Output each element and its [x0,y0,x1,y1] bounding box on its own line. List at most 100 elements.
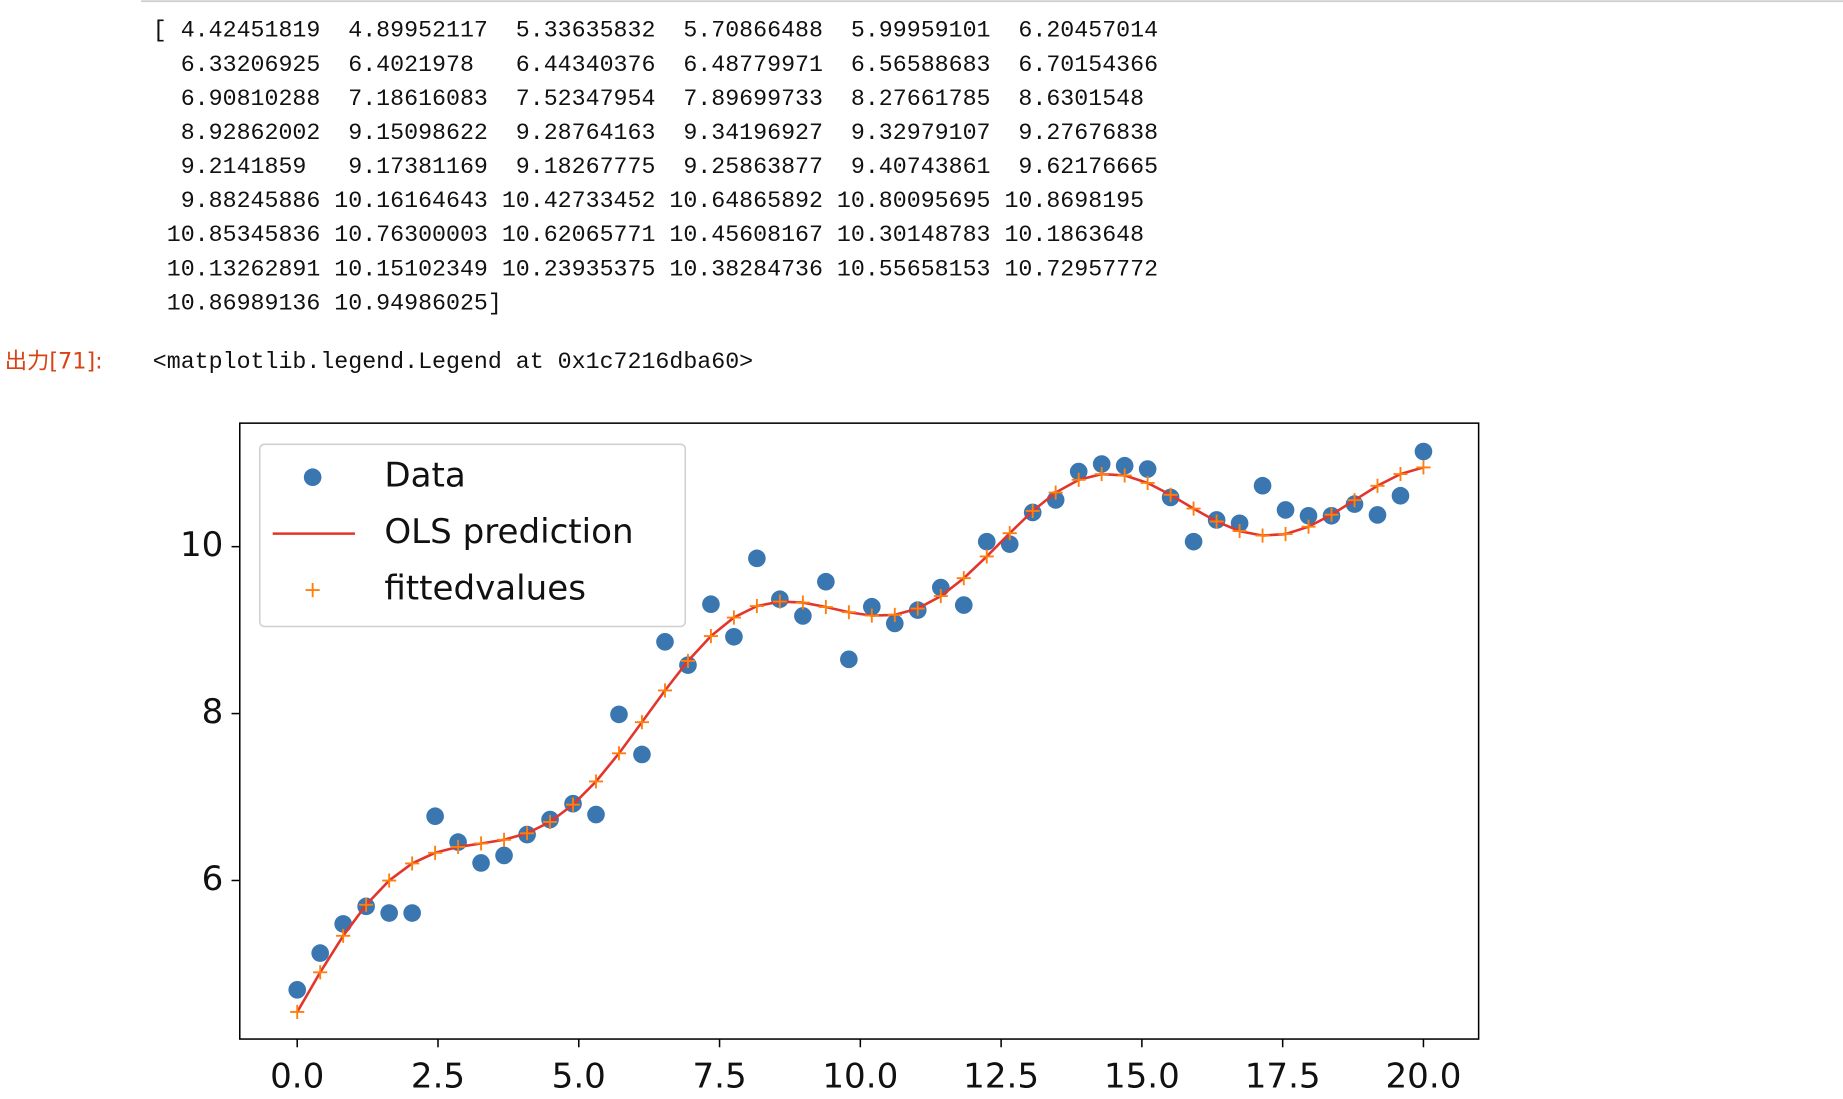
data-point [1115,456,1134,475]
plus-marker [1347,493,1362,508]
plus-marker [1393,467,1408,482]
plus-marker [305,582,320,598]
plus-marker [588,774,604,789]
data-point [1253,476,1272,495]
x-tick-label: 7.5 [692,1056,746,1096]
data-point [426,807,444,826]
plus-marker [1416,460,1431,475]
legend-label: fittedvalues [384,569,586,609]
data-point [495,846,513,865]
data-point [1069,462,1088,481]
plus-marker [474,836,489,851]
plus-marker [795,595,810,610]
plus-marker [428,845,443,860]
array-line: 10.86989136 10.94986025] [153,290,502,316]
plus-marker [496,832,512,847]
plus-marker [634,715,650,730]
plus-marker [520,826,535,841]
y-tick-label: 10 [180,525,223,565]
plus-marker [864,608,879,623]
plus-marker [1140,475,1155,491]
plus-marker [290,1004,305,1020]
plus-marker [1370,478,1385,493]
array-line: 10.85345836 10.76300003 10.62065771 10.4… [153,222,1144,248]
data-point [817,572,835,591]
data-point [403,904,421,922]
data-point [840,650,858,669]
array-line: 8.92862002 9.15098622 9.28764163 9.34196… [153,120,1158,146]
data-point [1092,455,1111,473]
plus-marker [887,607,902,622]
plus-marker [1255,528,1270,543]
x-tick-label: 12.5 [963,1056,1039,1096]
x-tick-label: 20.0 [1386,1056,1462,1096]
array-line: 9.88245886 10.16164643 10.42733452 10.64… [153,188,1144,214]
array-line: 6.90810288 7.18616083 7.52347954 7.89699… [153,86,1144,112]
legend-label: OLS prediction [384,512,633,552]
plus-marker [680,653,696,669]
data-point [1368,506,1387,524]
data-point [380,904,398,922]
plus-marker [313,965,328,980]
data-point [1000,535,1019,553]
x-tick-label: 5.0 [552,1056,606,1096]
chart: 0.0 2.5 5.0 7.5 10.0 12.5 15.0 17.5 20.0 6 8 10 Data… [180,422,1480,1096]
plus-marker [1071,472,1086,487]
array-line: [ 4.42451819 4.89952117 5.33635832 5.708… [153,18,1158,44]
data-point [1276,501,1295,519]
data-point [288,980,307,999]
data-point [656,632,674,651]
plus-marker [1324,507,1339,522]
plus-marker [1278,527,1293,542]
plus-marker [749,599,764,614]
x-tick-label: 0.0 [270,1056,324,1096]
plus-marker [611,746,627,761]
x-tick-label: 10.0 [822,1056,898,1096]
array-output: [ 4.42451819 4.89952117 5.33635832 5.708… [153,18,1158,317]
plus-marker [933,589,948,604]
plus-marker [1232,524,1247,539]
data-point [610,705,628,724]
plus-marker [1025,503,1040,519]
array-line: 6.33206925 6.4021978 6.44340376 6.487799… [153,52,1158,78]
data-point [633,745,651,764]
data-point [1414,442,1433,461]
data-point [1299,506,1318,525]
plus-marker [336,928,351,943]
legend-box [258,443,687,628]
data-point [885,614,904,633]
data-point [702,595,720,614]
legend-marker [303,468,322,487]
plus-marker [1048,485,1063,500]
array-line: 9.2141859 9.17381169 9.18267775 9.258638… [153,154,1158,180]
plus-marker [451,839,466,854]
plus-marker [703,629,718,644]
data-point [1138,460,1157,478]
plus-marker [818,599,833,615]
plus-marker [956,571,971,586]
plus-marker [979,549,994,564]
x-tick-label: 15.0 [1104,1056,1180,1096]
data-point [311,944,330,962]
plus-marker [1117,468,1132,483]
x-tick-label: 2.5 [411,1056,465,1096]
y-tick-label: 6 [202,859,224,899]
plus-marker [841,605,856,620]
plus-marker [772,594,787,609]
plot-frame [239,422,1480,1040]
plus-marker [1186,501,1201,516]
array-line: 10.13262891 10.15102349 10.23935375 10.3… [153,256,1158,282]
plus-marker [405,856,420,871]
data-point [794,607,812,625]
plus-marker [910,601,925,616]
plus-marker [359,897,374,912]
output-prompt: 出力[71]: [5,349,103,375]
data-point [1230,514,1249,533]
plus-marker [726,610,741,625]
plus-marker [565,797,581,812]
data-point [748,549,766,568]
plus-marker [543,814,558,829]
data-point [1391,486,1410,505]
data-point [863,597,881,616]
